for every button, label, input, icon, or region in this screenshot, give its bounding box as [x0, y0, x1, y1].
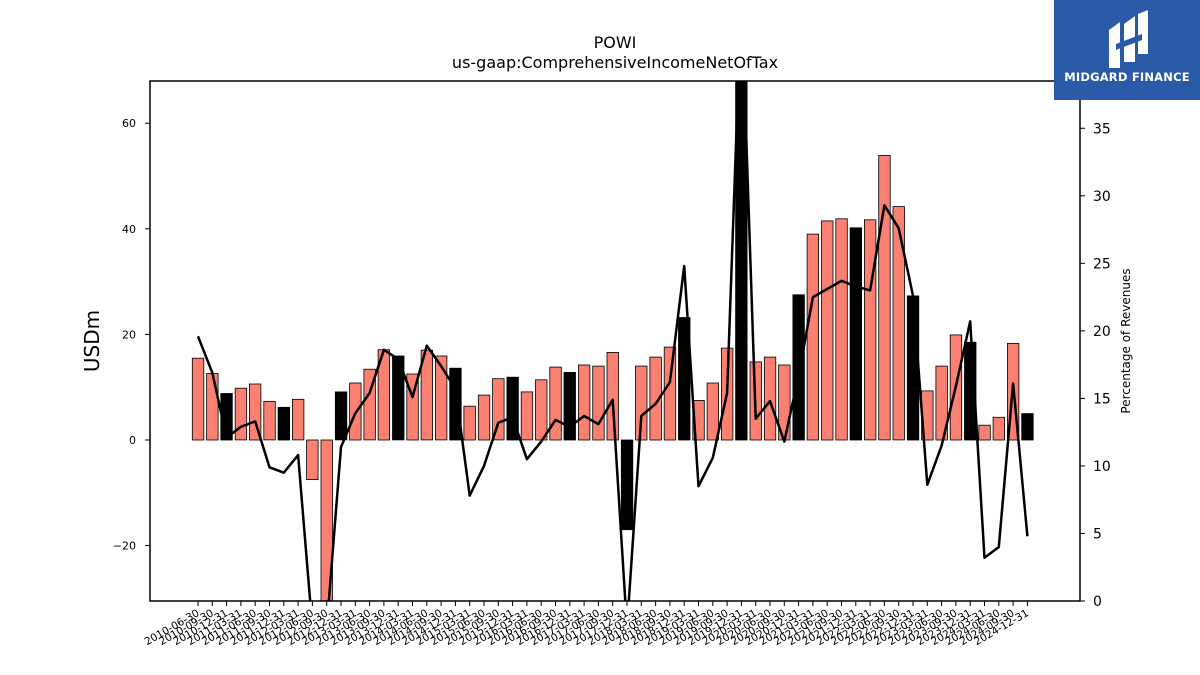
y2-tick-label: 25	[1093, 256, 1111, 272]
bar-annual	[334, 391, 348, 441]
bar-quarter	[535, 379, 548, 441]
bar-quarter	[520, 391, 534, 441]
bar-quarter	[892, 206, 905, 441]
bar-quarter	[864, 219, 877, 441]
y2-tick-label: 5	[1093, 526, 1102, 542]
bar-quarter	[578, 364, 591, 441]
bar-quarter	[606, 351, 619, 441]
bar-quarter	[835, 218, 848, 441]
bar-annual	[563, 371, 576, 441]
y-tick-label: 20	[122, 328, 136, 341]
y-axis-label: USDm	[80, 310, 104, 372]
bar-quarter	[263, 400, 276, 441]
bar-quarter	[935, 365, 948, 441]
bar-quarter	[692, 399, 705, 441]
bar-quarter	[878, 154, 891, 441]
bar-annual	[449, 367, 462, 441]
plot-frame	[149, 80, 1081, 602]
bar-series	[191, 81, 1034, 601]
bar-annual	[735, 81, 748, 441]
bar-annual	[620, 439, 634, 531]
y2-tick-label: 10	[1093, 459, 1111, 475]
y2-tick-label: 35	[1093, 121, 1111, 137]
bar-quarter	[248, 383, 262, 441]
bar-annual	[392, 355, 405, 441]
bar-annual	[906, 295, 920, 441]
bar-quarter	[592, 365, 605, 441]
bar-quarter	[635, 365, 648, 441]
axes: −200204060051015202530352010-06-302010-0…	[113, 117, 1111, 648]
bar-quarter	[363, 368, 376, 441]
bar-quarter	[663, 346, 677, 441]
chart-title: POWI	[594, 33, 637, 52]
bar-annual	[792, 294, 805, 441]
bar-quarter	[492, 378, 505, 441]
y2-tick-label: 0	[1093, 594, 1102, 610]
y2-tick-label: 30	[1093, 189, 1111, 205]
y-tick-label: 60	[122, 117, 136, 130]
y-tick-label: −20	[113, 540, 136, 553]
bar-quarter	[706, 382, 719, 441]
chart-subtitle: us-gaap:ComprehensiveIncomeNetOfTax	[452, 53, 778, 72]
midgard-finance-logo: MIDGARD FINANCE	[1054, 0, 1200, 100]
bar-quarter	[434, 355, 448, 441]
bar-quarter	[463, 405, 476, 441]
y2-axis-label: Percentage of Revenues	[1119, 268, 1133, 413]
bar-quarter	[649, 356, 662, 441]
bar-quarter	[406, 373, 419, 441]
bar-quarter	[320, 439, 333, 601]
bar-annual	[506, 376, 519, 441]
bar-quarter	[763, 356, 777, 441]
y2-tick-label: 20	[1093, 324, 1111, 340]
y-tick-label: 40	[122, 223, 136, 236]
bar-annual	[678, 317, 691, 441]
line-revenue-pct	[196, 81, 1029, 601]
y-tick-label: 0	[129, 434, 136, 447]
bar-quarter	[477, 394, 491, 441]
bar-annual	[1021, 413, 1034, 441]
logo-mark-icon	[1109, 10, 1148, 68]
bar-quarter	[978, 424, 991, 441]
bar-quarter	[549, 366, 562, 441]
bar-quarter	[420, 349, 434, 441]
bar-quarter	[821, 220, 834, 441]
y2-tick-label: 15	[1093, 391, 1111, 407]
bar-annual	[277, 406, 291, 441]
bar-annual	[849, 227, 862, 441]
bar-quarter	[234, 387, 248, 441]
bar-quarter	[206, 373, 219, 441]
revenue-pct-line-series	[196, 81, 1029, 601]
bar-quarter	[191, 357, 205, 441]
bar-quarter	[992, 416, 1005, 441]
bar-quarter	[306, 439, 319, 480]
bar-quarter	[806, 233, 819, 441]
bar-quarter	[291, 398, 305, 441]
logo-text: MIDGARD FINANCE	[1064, 70, 1190, 84]
